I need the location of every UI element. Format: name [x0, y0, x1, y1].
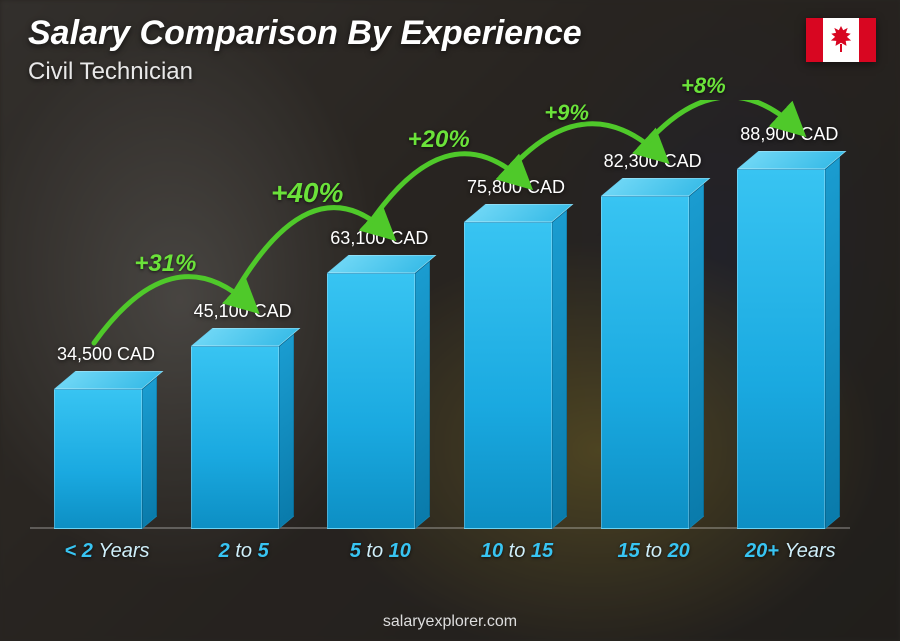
- value-label: 34,500 CAD: [26, 344, 186, 365]
- bar-side-face: [415, 260, 430, 529]
- category-label: < 2 Years: [32, 540, 182, 563]
- value-label: 88,900 CAD: [709, 124, 869, 145]
- bar-side-face: [689, 183, 704, 529]
- flag-icon: [806, 18, 876, 62]
- bar-chart: 34,500 CAD< 2 Years45,100 CAD2 to 563,10…: [30, 100, 850, 571]
- bar-front: [191, 346, 279, 529]
- chart-title: Salary Comparison By Experience: [28, 14, 582, 53]
- value-label: 82,300 CAD: [573, 151, 733, 172]
- bar-side-face: [142, 376, 157, 529]
- bar-front: [327, 273, 415, 529]
- category-label: 10 to 15: [442, 540, 592, 563]
- bar-front: [737, 169, 825, 529]
- value-label: 45,100 CAD: [163, 301, 323, 322]
- percent-increase: +8%: [681, 73, 726, 99]
- bar-front: [601, 196, 689, 529]
- footer-attribution: salaryexplorer.com: [0, 613, 900, 631]
- chart-subtitle: Civil Technician: [28, 58, 193, 86]
- category-label: 15 to 20: [579, 540, 729, 563]
- bar-side-face: [279, 333, 294, 529]
- value-label: 63,100 CAD: [299, 228, 459, 249]
- category-label: 2 to 5: [169, 540, 319, 563]
- bar-side-face: [825, 156, 840, 529]
- bar-front: [54, 389, 142, 529]
- baseline: [30, 527, 850, 529]
- percent-increase: +20%: [408, 126, 470, 154]
- category-label: 5 to 10: [305, 540, 455, 563]
- percent-increase: +31%: [134, 250, 196, 278]
- bar-side-face: [552, 209, 567, 529]
- percent-increase: +40%: [271, 177, 343, 209]
- chart-container: Salary Comparison By Experience Civil Te…: [0, 0, 900, 641]
- percent-increase: +9%: [544, 100, 589, 126]
- bar-front: [464, 222, 552, 529]
- value-label: 75,800 CAD: [436, 177, 596, 198]
- category-label: 20+ Years: [715, 540, 865, 563]
